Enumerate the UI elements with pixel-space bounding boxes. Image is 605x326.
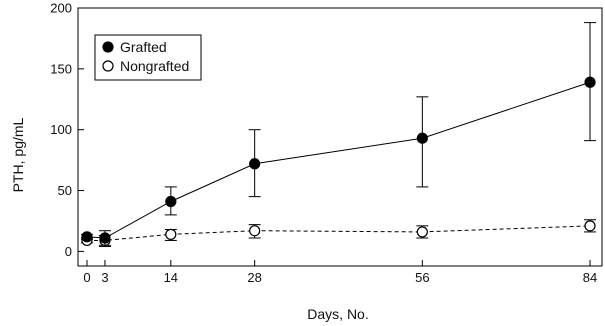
x-tick-label: 3	[101, 270, 108, 285]
data-point-nongrafted	[584, 220, 596, 232]
data-point-grafted	[584, 76, 596, 88]
y-tick-label: 200	[50, 1, 72, 16]
data-point-grafted	[249, 158, 261, 170]
y-tick-label: 150	[50, 61, 72, 76]
data-point-nongrafted	[416, 226, 428, 238]
y-tick-label: 50	[58, 183, 72, 198]
legend-box	[94, 34, 202, 81]
data-point-nongrafted	[165, 228, 177, 240]
legend-label-grafted: Grafted	[120, 39, 167, 55]
y-tick-label: 100	[50, 122, 72, 137]
legend-label-nongrafted: Nongrafted	[120, 58, 189, 74]
series-line-nongrafted	[86, 225, 591, 241]
legend: Grafted Nongrafted	[94, 34, 202, 81]
legend-marker-nongrafted	[102, 60, 114, 72]
plot-frame	[77, 7, 603, 267]
y-axis-label: PTH, pg/mL	[10, 117, 26, 192]
series-nongrafted	[80, 219, 597, 248]
x-axis-label: Days, No.	[307, 306, 368, 322]
y-axis: 0 50 100 150 200	[50, 1, 84, 259]
series-grafted	[80, 22, 597, 246]
y-tick-label: 0	[65, 244, 72, 259]
x-tick-label: 84	[583, 270, 597, 285]
x-tick-label: 28	[247, 270, 261, 285]
legend-marker-grafted	[102, 41, 114, 53]
x-tick-label: 14	[164, 270, 178, 285]
data-point-grafted	[416, 132, 428, 144]
x-tick-label: 0	[83, 270, 90, 285]
x-tick-label: 56	[415, 270, 429, 285]
x-axis: 0 3 14 28 56 84	[83, 260, 597, 285]
data-point-nongrafted	[249, 225, 261, 237]
data-point-grafted	[81, 231, 93, 243]
series-line-grafted	[86, 81, 591, 239]
data-point-grafted	[165, 195, 177, 208]
data-point-grafted	[99, 232, 111, 244]
series-layer	[80, 22, 597, 248]
